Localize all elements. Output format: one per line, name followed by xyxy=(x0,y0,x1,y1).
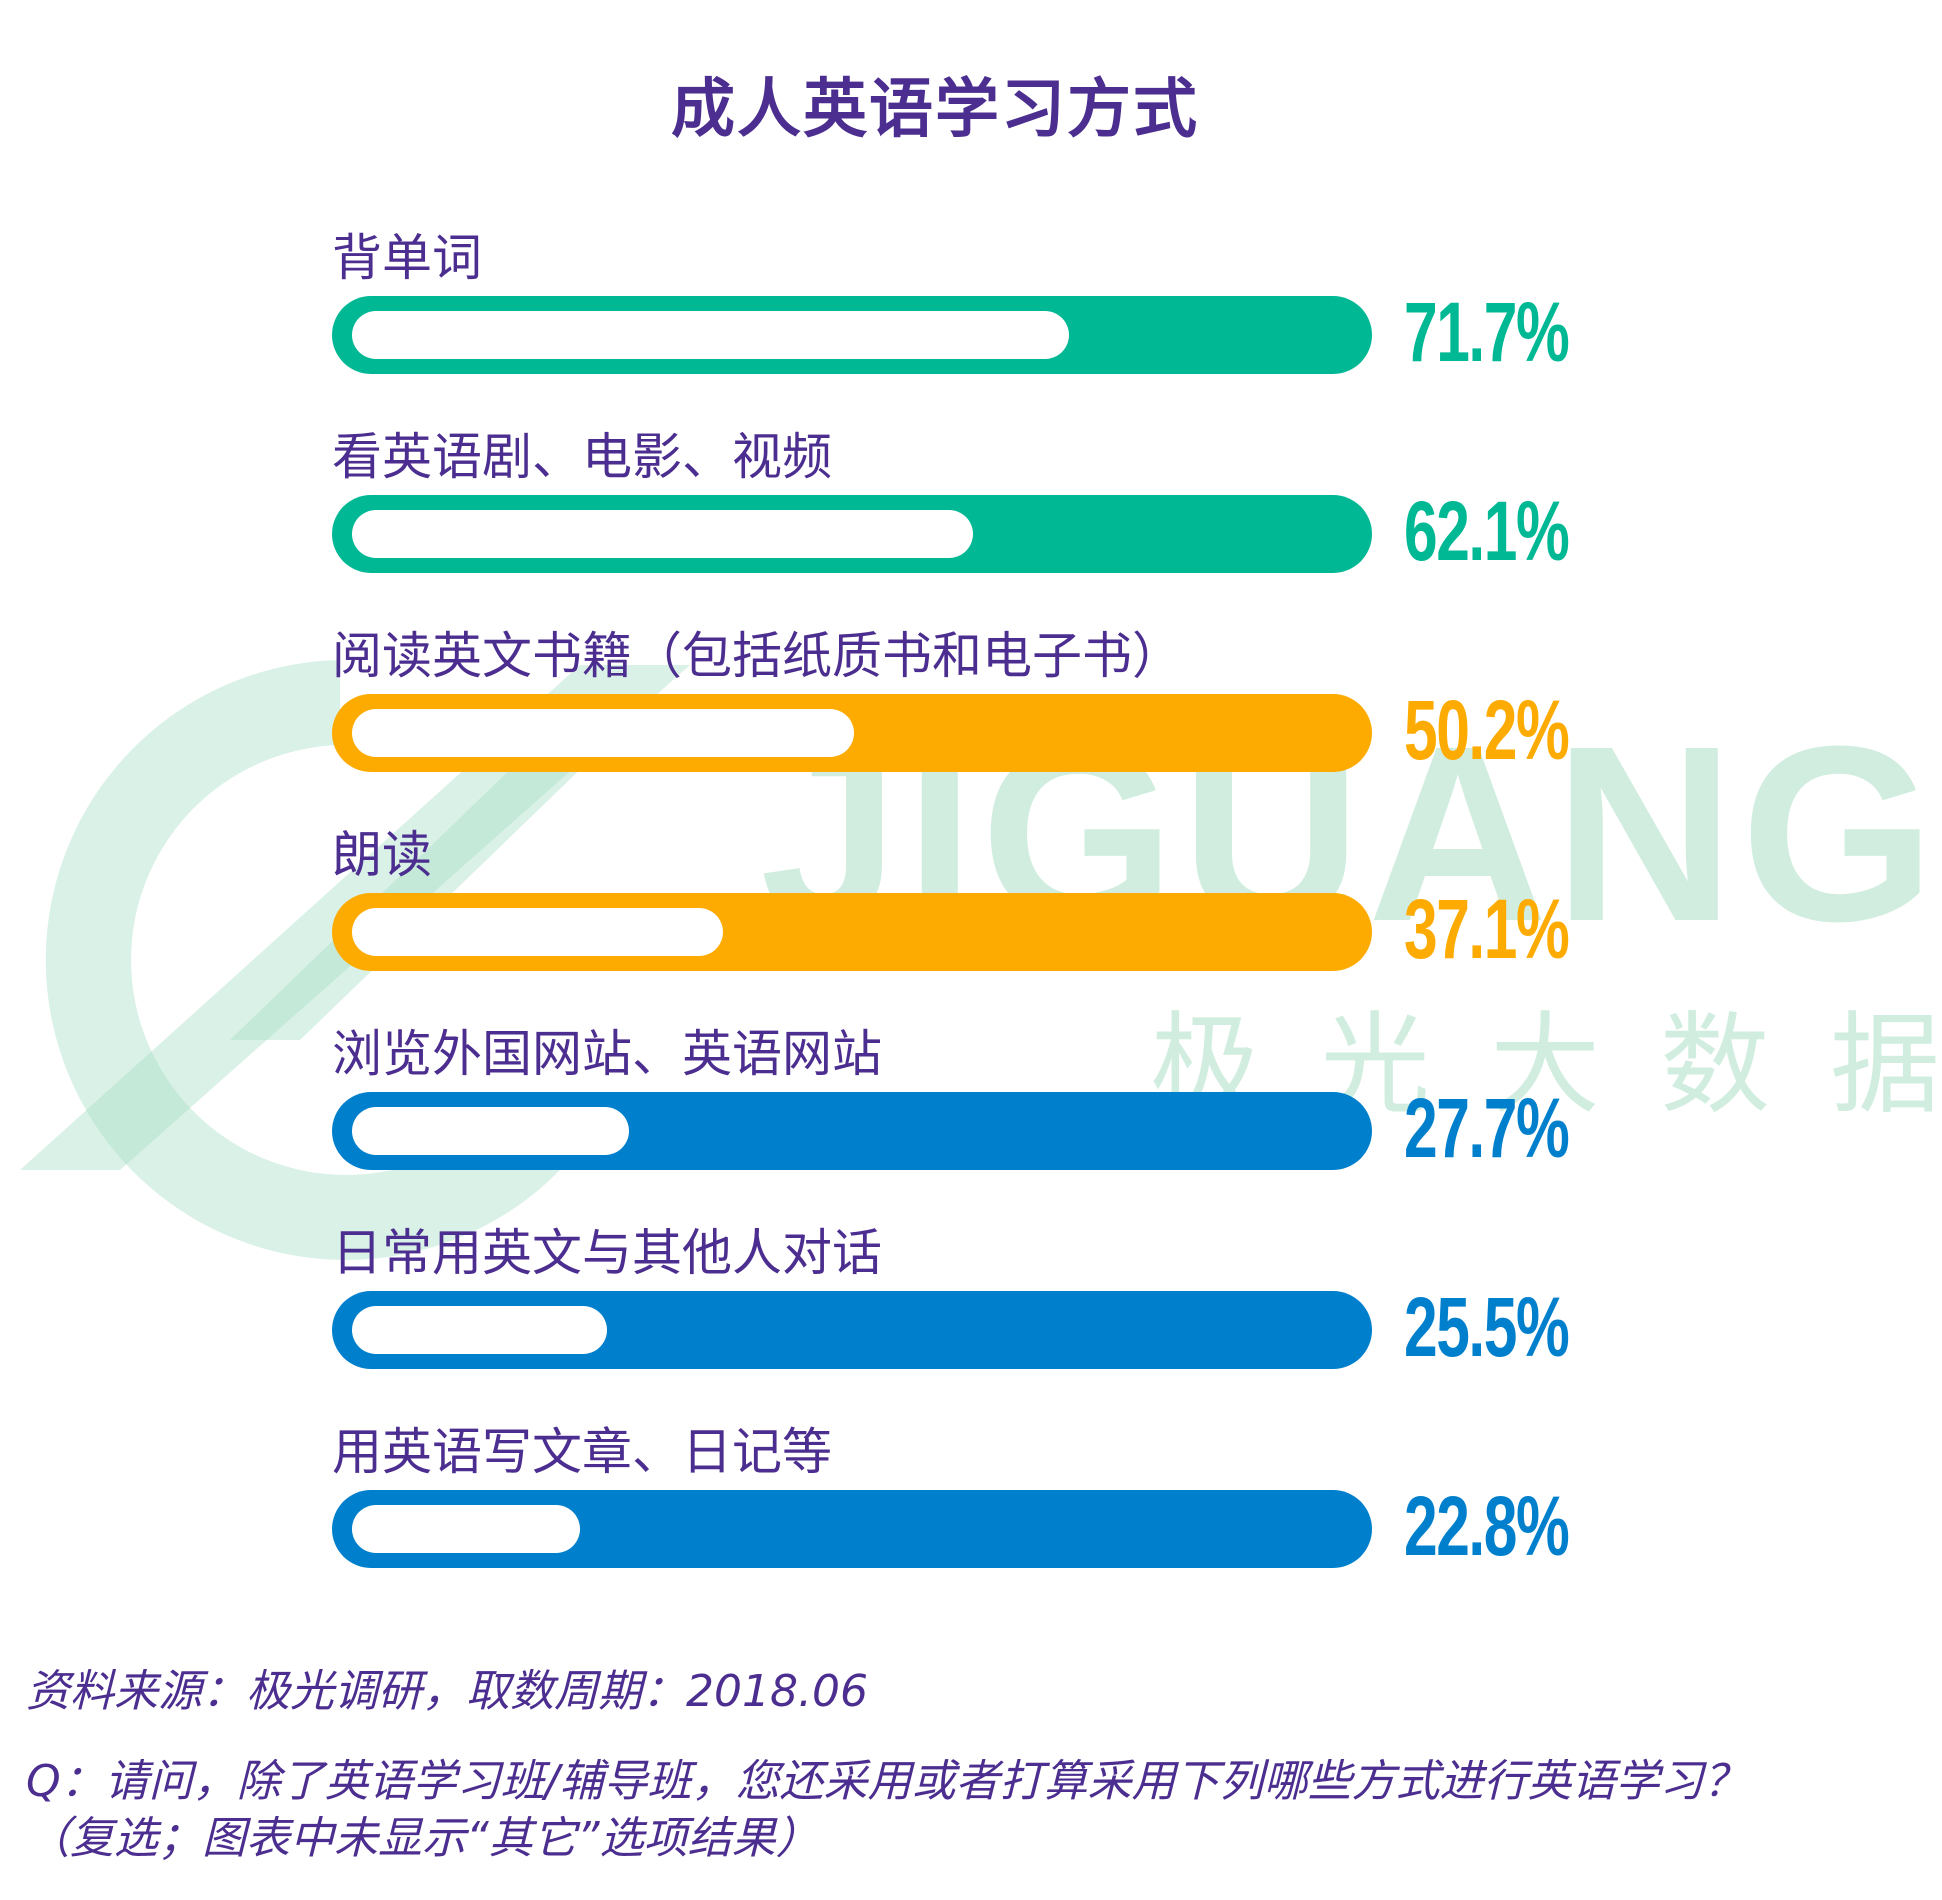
bar-value xyxy=(352,908,723,956)
bar-value xyxy=(352,510,973,558)
bar-value xyxy=(352,1107,629,1155)
value-label: 62.1% xyxy=(1404,484,1570,578)
category-label: 看英语剧、电影、视频 xyxy=(332,428,832,486)
value-label: 25.5% xyxy=(1404,1280,1570,1374)
bar-value xyxy=(352,311,1069,359)
category-label: 阅读英文书籍（包括纸质书和电子书） xyxy=(332,627,1182,685)
category-label: 背单词 xyxy=(332,229,482,287)
value-label: 50.2% xyxy=(1404,683,1570,777)
category-label: 朗读 xyxy=(332,826,432,884)
category-label: 用英语写文章、日记等 xyxy=(332,1423,832,1481)
bar-value xyxy=(352,1306,607,1354)
bar-track xyxy=(332,1490,1372,1568)
value-label: 27.7% xyxy=(1404,1081,1570,1175)
question-note: Q：请问，除了英语学习班/辅导班，您还采用或者打算采用下列哪些方式进行英语学习？ xyxy=(26,1756,1748,1807)
category-label: 浏览外国网站、英语网站 xyxy=(332,1025,882,1083)
bar-value xyxy=(352,1505,580,1553)
value-label: 37.1% xyxy=(1404,882,1570,976)
chart-title: 成人英语学习方式 xyxy=(671,73,1199,147)
source-note: 资料来源：极光调研，取数周期：2018.06 xyxy=(26,1666,868,1717)
value-label: 71.7% xyxy=(1404,285,1570,379)
category-label: 日常用英文与其他人对话 xyxy=(332,1224,882,1282)
value-label: 22.8% xyxy=(1404,1479,1570,1573)
bar-value xyxy=(352,709,854,757)
option-note: （复选；图表中未显示“其它”选项结果） xyxy=(26,1813,820,1864)
